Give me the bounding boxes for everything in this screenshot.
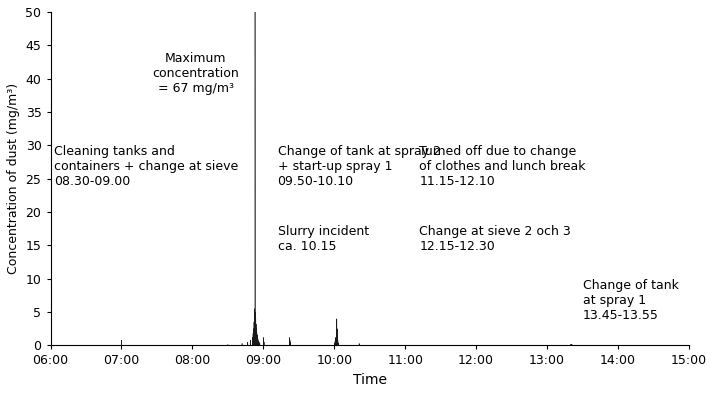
Text: Slurry incident
ca. 10.15: Slurry incident ca. 10.15 xyxy=(278,225,368,253)
Text: Change of tank at spray 2
+ start-up spray 1
09.50-10.10: Change of tank at spray 2 + start-up spr… xyxy=(278,145,441,188)
X-axis label: Time: Time xyxy=(353,373,387,387)
Text: Maximum
concentration
= 67 mg/m³: Maximum concentration = 67 mg/m³ xyxy=(153,52,239,95)
Text: Change of tank
at spray 1
13.45-13.55: Change of tank at spray 1 13.45-13.55 xyxy=(583,279,678,322)
Text: Change at sieve 2 och 3
12.15-12.30: Change at sieve 2 och 3 12.15-12.30 xyxy=(419,225,571,253)
Y-axis label: Concentration of dust (mg/m³): Concentration of dust (mg/m³) xyxy=(7,83,20,274)
Text: Turned off due to change
of clothes and lunch break
11.15-12.10: Turned off due to change of clothes and … xyxy=(419,145,586,188)
Text: Cleaning tanks and
containers + change at sieve
08.30-09.00: Cleaning tanks and containers + change a… xyxy=(54,145,238,188)
